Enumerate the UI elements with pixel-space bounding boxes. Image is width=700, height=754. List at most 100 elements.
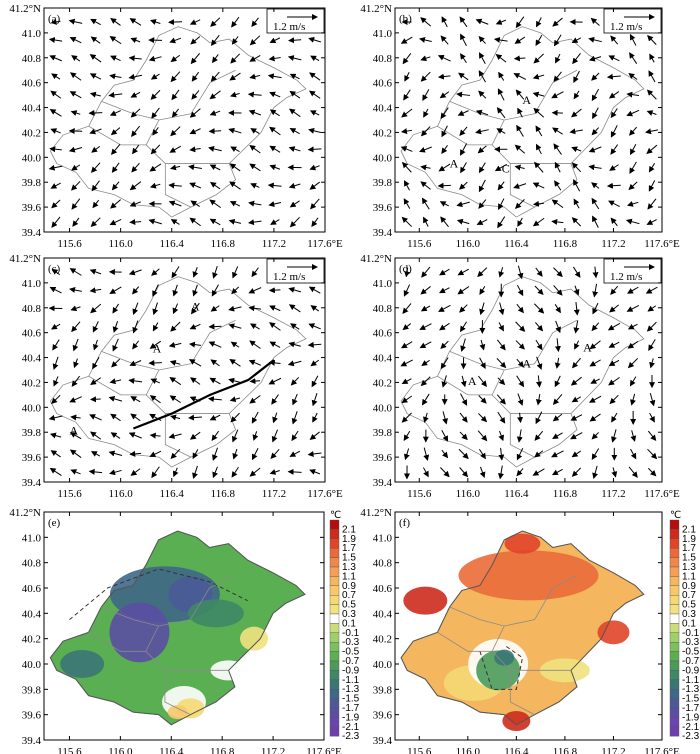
wind-vector	[610, 35, 619, 45]
wind-vector	[476, 219, 488, 225]
wind-vector	[647, 430, 657, 442]
wind-vector	[309, 469, 321, 475]
wind-vector	[129, 181, 142, 191]
y-tick-label: 40.0	[373, 659, 393, 671]
wind-vector	[460, 393, 468, 406]
y-tick-label: 41.0	[22, 532, 42, 544]
wind-vector	[591, 127, 600, 136]
wind-vector	[573, 285, 580, 296]
wind-vector	[496, 394, 506, 405]
colorbar-label: -0.7	[342, 656, 360, 667]
wind-vector	[51, 394, 61, 405]
wind-vector	[456, 218, 470, 225]
wind-vector	[475, 18, 489, 25]
wind-vector	[287, 468, 302, 475]
wind-vector	[440, 216, 449, 228]
wind-vector	[287, 55, 302, 61]
wind-vector	[439, 91, 450, 99]
wind-vector	[269, 469, 280, 475]
wind-vector	[70, 305, 81, 312]
colorbar-swatch	[669, 717, 680, 728]
wind-vector	[52, 356, 59, 370]
wind-vector	[267, 73, 282, 80]
wind-vector	[498, 267, 505, 278]
wind-vector	[71, 375, 81, 387]
wind-vector	[627, 340, 639, 349]
colorbar-label: 2.1	[682, 524, 696, 535]
y-tick-label: 39.6	[373, 452, 393, 464]
wind-vector	[149, 395, 161, 404]
wind-vector	[460, 33, 467, 47]
wind-vector	[69, 396, 82, 403]
district-border	[88, 125, 147, 146]
wind-vector	[189, 217, 201, 227]
wind-vector	[90, 162, 101, 173]
colorbar-swatch	[329, 642, 340, 652]
wind-vector	[128, 377, 143, 384]
wind-vector	[402, 303, 412, 315]
wind-vector	[459, 467, 469, 478]
wind-vector	[51, 216, 61, 228]
wind-vector	[188, 341, 201, 348]
x-tick-label: 115.6	[407, 746, 432, 754]
x-tick-label: 116.4	[504, 746, 529, 754]
wind-vector	[210, 71, 220, 82]
panel-b: 1.2 m/s A A C (b) 115.6 116.0 116.4 116.8 117.2 11…	[360, 3, 680, 250]
colorbar-label: -0.9	[682, 665, 700, 676]
colorbar-swatch	[669, 623, 680, 634]
colorbar-label: -0.5	[682, 647, 700, 658]
wind-vector	[478, 70, 486, 83]
wind-vector	[629, 161, 637, 174]
wind-vector	[208, 128, 222, 135]
y-tick-label: 40.8	[22, 303, 42, 315]
wind-vector	[423, 216, 429, 227]
wind-vector	[132, 302, 139, 315]
wind-vector	[290, 323, 300, 330]
wind-vector	[516, 124, 524, 137]
wind-vector	[553, 143, 562, 155]
wind-vector	[168, 182, 182, 189]
wind-vector	[571, 450, 582, 458]
wind-vector	[150, 73, 160, 80]
wind-vector	[247, 91, 262, 98]
wind-vector	[630, 430, 637, 442]
colorbar-label: -1.3	[682, 684, 700, 695]
wind-vector	[307, 146, 322, 153]
wind-vector	[608, 376, 620, 386]
wind-vector	[311, 217, 319, 228]
wind-vector	[68, 146, 83, 153]
wind-vector	[92, 321, 99, 333]
colorbar-label: 0.3	[682, 609, 696, 620]
wind-vector	[168, 19, 183, 26]
wind-vector	[50, 90, 62, 99]
wind-vector	[459, 126, 468, 136]
wind-vector	[307, 341, 322, 348]
wind-vector	[228, 377, 242, 384]
wind-vector	[420, 305, 431, 312]
x-tick-label: 117.2	[601, 488, 625, 500]
wind-vector	[552, 393, 563, 405]
wind-vector	[477, 430, 488, 442]
colorbar-swatch	[329, 595, 340, 605]
wind-vector	[189, 128, 201, 135]
wind-vector	[69, 287, 82, 293]
wind-vector	[551, 199, 564, 209]
panel-a: 1.2 m/s (a) 115.6 116.0 116.4 116.8 117.2 117.6…	[9, 3, 343, 250]
wind-vector	[439, 201, 449, 207]
wind-vector	[130, 396, 141, 403]
wind-vector	[460, 338, 466, 352]
y-tick-label: 40.2	[373, 377, 392, 389]
colorbar-swatch	[329, 557, 340, 568]
y-tick-label: 40.4	[22, 103, 42, 115]
panel-label: (f)	[399, 517, 410, 529]
heatmap-layer	[400, 530, 645, 731]
wind-vector	[251, 267, 259, 278]
wind-vector	[270, 219, 280, 225]
wind-vector	[232, 266, 239, 279]
wind-vector	[269, 91, 281, 98]
wind-vector	[571, 162, 582, 173]
wind-vector	[628, 181, 638, 191]
colorbar-swatch	[329, 566, 340, 577]
wind-vector	[171, 89, 180, 101]
wind-vector	[269, 109, 280, 117]
